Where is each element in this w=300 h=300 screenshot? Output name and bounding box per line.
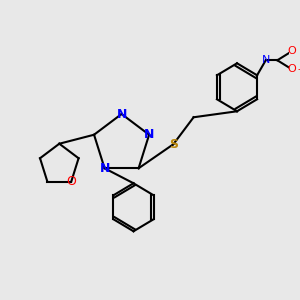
Text: N: N (99, 162, 110, 175)
Text: O: O (66, 175, 76, 188)
Text: -: - (298, 64, 300, 74)
Text: O: O (287, 46, 296, 56)
Text: N: N (116, 107, 127, 121)
Text: N: N (144, 128, 154, 141)
Text: O: O (287, 64, 296, 74)
Text: N: N (262, 55, 270, 65)
Text: S: S (169, 138, 178, 151)
